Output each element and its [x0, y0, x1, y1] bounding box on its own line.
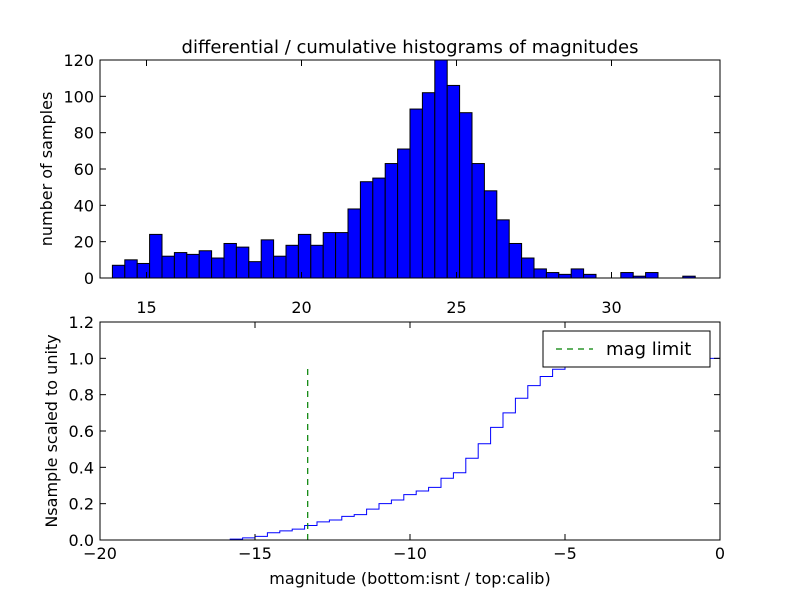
- y-tick-label: 0.6: [69, 422, 94, 441]
- y-tick-label: 1.0: [69, 349, 94, 368]
- x-tick-label: −10: [393, 544, 427, 563]
- histogram-bar: [297, 233, 312, 279]
- legend-label: mag limit: [606, 339, 691, 360]
- x-tick-label: −15: [238, 544, 272, 563]
- histogram-bar: [521, 257, 535, 279]
- histogram-bar: [359, 181, 374, 279]
- cumulative-panel: −20 −15 −10 −5 0 0.0 0.2 0.4 0.6 0.8 1.0 1.2 magnit…: [42, 313, 725, 588]
- cumulative-ticks: −20 −15 −10 −5 0 0.0 0.2 0.4 0.6 0.8 1.0 1.2: [69, 313, 726, 563]
- histogram-bar: [533, 268, 547, 279]
- y-tick-label: 100: [63, 87, 94, 106]
- histogram-bar: [570, 268, 585, 279]
- histogram-bar: [620, 272, 634, 279]
- histogram-bar: [347, 208, 361, 279]
- y-tick-label: 40: [74, 196, 94, 215]
- x-tick-label: −5: [553, 544, 577, 563]
- histogram-bar: [322, 232, 337, 279]
- histogram-bar: [496, 219, 510, 279]
- histogram-bar: [285, 244, 299, 279]
- histogram-bar: [235, 246, 250, 279]
- histogram-bar: [161, 255, 175, 279]
- histogram-bar: [409, 108, 423, 279]
- histogram-bar: [421, 92, 436, 279]
- histogram-bar: [111, 264, 126, 279]
- y-tick-label: 0.8: [69, 386, 94, 405]
- histogram-ticks: 15 20 25 30 0 20 40 60 80 100 120: [63, 51, 720, 317]
- histogram-bar: [434, 59, 448, 279]
- histogram-bar: [471, 163, 485, 279]
- histogram-bar: [545, 272, 560, 279]
- histogram-bar: [186, 253, 200, 279]
- histogram-bar: [558, 273, 572, 279]
- x-tick-label: 0: [715, 544, 725, 563]
- histogram-bar: [248, 261, 262, 279]
- histogram-bar: [136, 262, 151, 279]
- histogram-bar: [459, 112, 473, 279]
- x-tick-label: −20: [83, 544, 117, 563]
- y-tick-label: 20: [74, 233, 94, 252]
- histogram-bar: [149, 233, 163, 279]
- x-tick-label: 15: [136, 298, 156, 317]
- y-tick-label: 80: [74, 124, 94, 143]
- histogram-bar: [310, 244, 324, 279]
- legend: mag limit: [542, 330, 711, 368]
- histogram-bar: [583, 273, 597, 279]
- y-tick-label: 60: [74, 160, 94, 179]
- histogram-bar: [483, 190, 498, 279]
- cumulative-y-label: Nsample scaled to unity: [42, 334, 61, 527]
- histogram-bar: [173, 252, 188, 279]
- histogram-bar: [273, 255, 287, 279]
- histogram-bar: [397, 148, 411, 279]
- y-tick-label: 0.4: [69, 458, 94, 477]
- x-tick-label: 25: [446, 298, 466, 317]
- histogram-bars: [111, 59, 696, 279]
- y-tick-label: 0.2: [69, 495, 94, 514]
- histogram-bar: [372, 177, 386, 279]
- histogram-bar: [211, 257, 225, 279]
- histogram-bar: [384, 163, 399, 279]
- histogram-bar: [508, 242, 523, 279]
- histogram-bar: [260, 239, 275, 279]
- histogram-bar: [198, 250, 213, 279]
- y-tick-label: 0: [84, 269, 94, 288]
- legend-box: [542, 330, 711, 368]
- chart-title: differential / cumulative histograms of …: [182, 37, 639, 58]
- histogram-y-label: number of samples: [37, 92, 56, 247]
- histogram-bar: [645, 272, 659, 279]
- x-tick-label: 20: [291, 298, 311, 317]
- cumulative-x-label: magnitude (bottom:isnt / top:calib): [269, 569, 550, 588]
- histogram-bar: [124, 259, 138, 279]
- y-tick-label: 1.2: [69, 313, 94, 332]
- cumulative-line: [100, 357, 721, 541]
- x-tick-label: 30: [601, 298, 621, 317]
- y-tick-label: 120: [63, 51, 94, 70]
- histogram-bar: [335, 232, 349, 279]
- histogram-panel: differential / cumulative histograms of …: [37, 37, 721, 317]
- histogram-bar: [446, 84, 461, 279]
- y-tick-label: 0.0: [69, 531, 94, 550]
- histogram-bar: [223, 242, 237, 279]
